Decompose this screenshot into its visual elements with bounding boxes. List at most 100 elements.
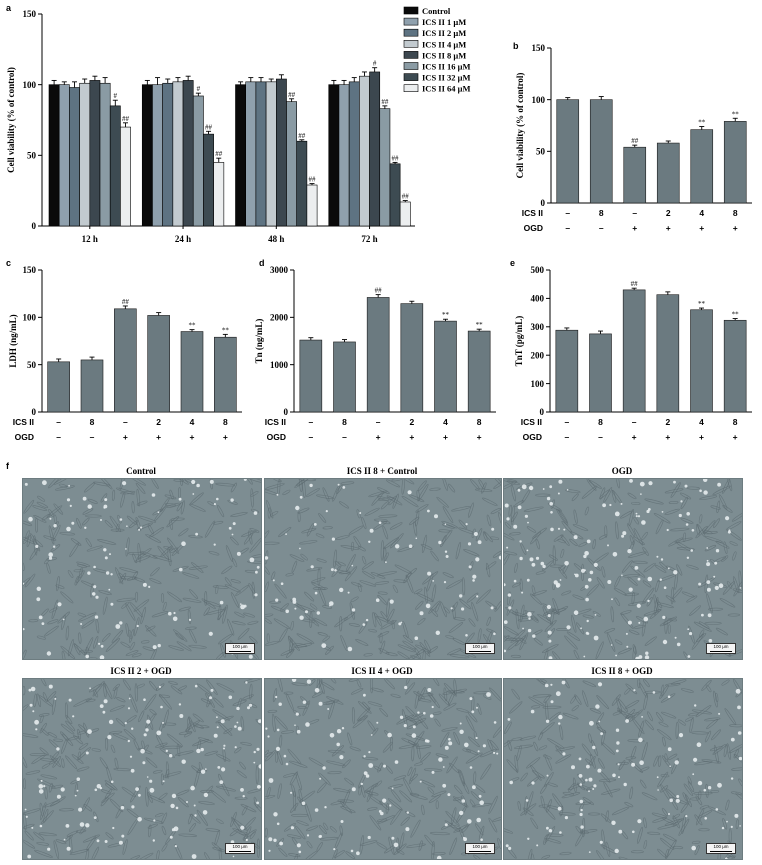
factor-cell-b: 8 xyxy=(733,208,738,218)
sig-mark-a: ## xyxy=(381,98,389,106)
micrograph-title: OGD xyxy=(611,466,633,476)
legend-label-a: ICS II 64 μM xyxy=(422,84,471,94)
sig-mark-a: ## xyxy=(205,123,213,131)
micrograph-texture xyxy=(504,679,742,859)
bar-c-5 xyxy=(214,336,237,413)
factor-cell-c: 2 xyxy=(156,417,161,427)
legend-swatch-a xyxy=(403,39,419,48)
factor-cell-e: + xyxy=(733,432,738,442)
y-tick-label-a: 50 xyxy=(27,151,37,161)
factor-cell-d: + xyxy=(443,432,448,442)
micrograph-texture xyxy=(265,479,501,659)
y-tick-label-b: 50 xyxy=(536,147,546,157)
micrograph-texture xyxy=(504,479,742,659)
factor-cell-d: – xyxy=(308,432,313,442)
sig-mark-a: ## xyxy=(215,150,223,158)
legend-swatch-a xyxy=(403,73,419,81)
factor-cell-b: – xyxy=(599,223,604,233)
bar-a-series7-g0 xyxy=(120,126,131,227)
legend-label-a: ICS II 32 μM xyxy=(422,73,471,83)
x-tick-label-a: 24 h xyxy=(175,234,191,244)
scale-bar-line xyxy=(710,851,732,852)
y-tick-label-d: 1000 xyxy=(270,360,289,370)
sig-mark-e: ## xyxy=(631,280,639,288)
factor-cell-b: + xyxy=(632,223,637,233)
bar-d-5 xyxy=(467,330,491,413)
micrograph-texture xyxy=(265,679,501,859)
micrograph-title: ICS II 2 + OGD xyxy=(110,666,172,676)
bar-a-series0-g0 xyxy=(48,84,60,227)
sig-mark-a: # xyxy=(114,92,118,100)
sig-mark-d: ** xyxy=(476,321,484,329)
legend-swatch-a xyxy=(403,6,419,15)
scale-bar: 100 μm xyxy=(465,843,495,854)
factor-cell-e: – xyxy=(598,432,603,442)
factor-row-name-c: ICS II xyxy=(13,417,34,427)
sig-mark-b: ** xyxy=(732,110,740,118)
factor-cell-c: – xyxy=(56,432,61,442)
factor-cell-b: 2 xyxy=(666,208,671,218)
factor-cell-d: 2 xyxy=(409,417,414,427)
micrograph-texture xyxy=(23,479,261,659)
bar-a-series4-g2 xyxy=(275,78,287,227)
bar-b-3 xyxy=(656,142,680,204)
bar-e-3 xyxy=(656,294,680,413)
factor-cell-d: – xyxy=(376,417,381,427)
sig-mark-a: ## xyxy=(288,91,296,99)
legend-label-a: Control xyxy=(422,6,451,16)
legend-label-a: ICS II 2 μM xyxy=(422,28,466,38)
x-tick-label-a: 12 h xyxy=(82,234,98,244)
sig-mark-a: # xyxy=(373,60,377,68)
y-axis-label-c: LDH (ng/mL) xyxy=(8,314,18,367)
bar-a-series1-g1 xyxy=(152,84,163,227)
sig-mark-a: ## xyxy=(298,132,306,140)
sig-mark-b: ** xyxy=(698,119,706,127)
bar-a-series2-g0 xyxy=(69,87,80,227)
bar-e-4 xyxy=(690,309,713,413)
bar-b-4 xyxy=(690,129,714,204)
bar-a-series4-g1 xyxy=(182,80,194,227)
bar-c-4 xyxy=(180,331,204,413)
bar-e-1 xyxy=(589,333,612,413)
scale-bar-line xyxy=(469,851,491,852)
legend-label-a: ICS II 1 μM xyxy=(422,17,466,27)
factor-cell-e: – xyxy=(564,432,569,442)
factor-row-name-d: ICS II xyxy=(265,417,286,427)
micrograph-title: ICS II 4 + OGD xyxy=(351,666,413,676)
y-axis-label-b: Cell viability (% of control) xyxy=(515,73,525,179)
bar-a-series0-g2 xyxy=(235,84,246,227)
y-tick-label-b: 0 xyxy=(541,198,546,208)
sig-mark-a: # xyxy=(197,85,201,93)
scale-bar-label: 100 μm xyxy=(232,844,248,849)
y-tick-label-c: 100 xyxy=(23,313,37,323)
y-tick-label-e: 400 xyxy=(531,294,545,304)
legend-swatch-a xyxy=(403,51,419,59)
scale-bar-label: 100 μm xyxy=(472,844,488,849)
factor-cell-b: + xyxy=(699,223,704,233)
legend-swatch-a xyxy=(403,17,419,26)
panel-label-e: e xyxy=(510,258,516,268)
y-tick-label-e: 200 xyxy=(531,350,545,360)
factor-row-name-e: ICS II xyxy=(521,417,542,427)
bar-a-series0-g3 xyxy=(328,84,340,227)
bar-a-series5-g3 xyxy=(379,108,391,227)
bar-e-5 xyxy=(723,319,747,413)
micrograph-title: ICS II 8 + Control xyxy=(346,466,418,476)
bar-c-2 xyxy=(114,308,137,413)
factor-cell-b: 8 xyxy=(599,208,604,218)
factor-cell-b: – xyxy=(565,208,570,218)
factor-cell-d: 8 xyxy=(477,417,482,427)
factor-cell-d: + xyxy=(409,432,414,442)
bar-a-series3-g2 xyxy=(265,81,277,227)
y-tick-label-c: 0 xyxy=(32,407,37,417)
bar-a-series2-g2 xyxy=(255,81,267,227)
bar-a-series7-g2 xyxy=(306,184,318,227)
bar-a-series5-g2 xyxy=(286,101,297,227)
scale-bar-label: 100 μm xyxy=(232,644,248,649)
bar-d-3 xyxy=(400,303,424,413)
y-tick-label-e: 0 xyxy=(540,407,545,417)
micrograph-image: 100 μm xyxy=(22,678,262,860)
bar-c-0 xyxy=(47,361,70,413)
legend-swatch-a xyxy=(403,84,419,92)
factor-cell-b: – xyxy=(565,223,570,233)
